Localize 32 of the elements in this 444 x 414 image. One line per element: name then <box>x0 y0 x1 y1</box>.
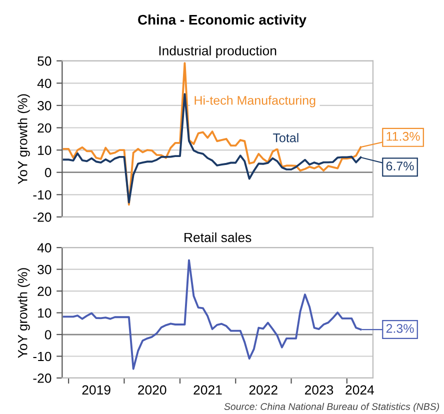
chart-title: China - Economic activity <box>138 14 306 28</box>
x-tick-label: 2020 <box>138 385 166 395</box>
x-tick-label: 2021 <box>194 385 222 395</box>
y-tick-label: 40 <box>37 78 52 88</box>
y-tick-label: -20 <box>33 212 52 222</box>
y-tick-label: -10 <box>33 352 52 362</box>
chart-title: Retail sales <box>184 232 252 242</box>
y-tick-label: 30 <box>38 101 52 110</box>
y-tick-label: -20 <box>33 374 52 383</box>
y-tick-label: 10 <box>38 308 52 318</box>
y-tick-label: 0 <box>44 168 52 178</box>
y-axis-title: YoY growth (%) <box>18 94 30 184</box>
y-tick-label: -10 <box>33 190 52 200</box>
x-tick-label: 2022 <box>249 385 278 395</box>
y-tick-label: 10 <box>38 146 52 155</box>
x-tick-label: 2023 <box>304 385 334 395</box>
x-tick-label: 2019 <box>82 385 110 395</box>
annotation: 11.3% <box>386 132 420 141</box>
series-label: Hi-tech Manufacturing <box>194 96 316 108</box>
annotation: 6.7% <box>386 162 414 170</box>
x-tick-label: 2024 <box>346 385 374 395</box>
y-tick-label: 20 <box>38 286 52 296</box>
y-tick-label: 50 <box>38 56 52 66</box>
source-note: Source: China National Bureau of Statistics (NBS) <box>224 402 439 412</box>
y-axis-title: YoY growth (%) <box>18 268 30 358</box>
chart-subtitle: Industrial production <box>159 46 276 58</box>
annotation: 2.3% <box>386 324 414 333</box>
y-tick-label: 20 <box>38 123 52 133</box>
y-tick-label: 40 <box>37 243 52 252</box>
series-label: Total <box>273 133 298 142</box>
y-tick-label: 0 <box>44 330 52 340</box>
y-tick-label: 30 <box>38 264 52 274</box>
